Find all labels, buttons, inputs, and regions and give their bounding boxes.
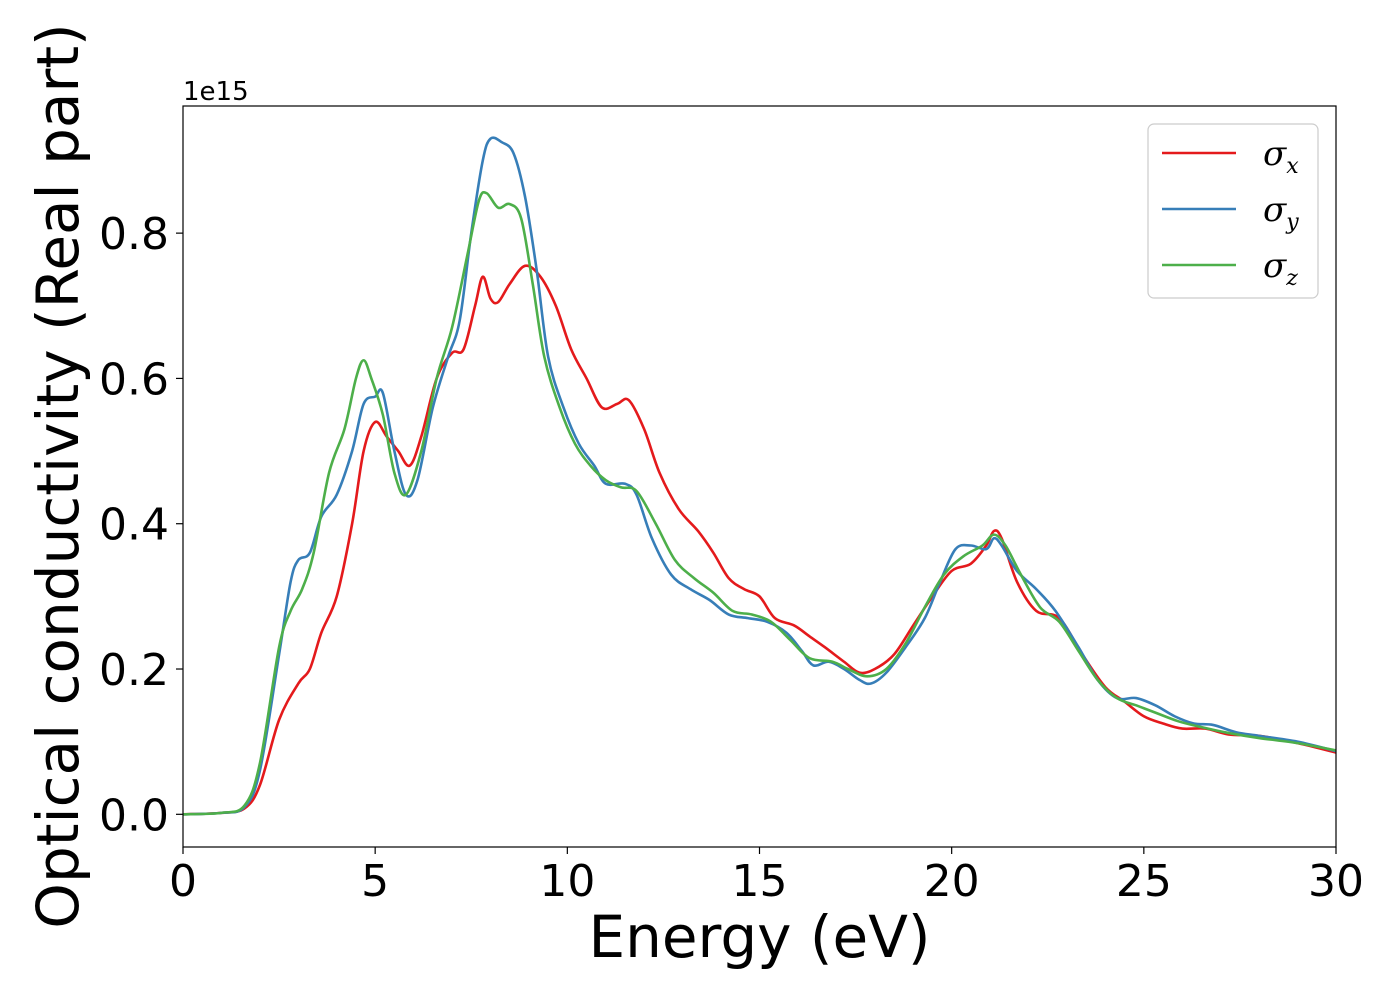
x-tick-label: 5 [361,856,389,907]
y-tick-label: 0.6 [99,354,169,405]
series-line-x [183,264,1336,816]
x-axis-ticks: 0 5 10 15 20 25 30 [169,847,1364,907]
series-line-z [183,190,1336,816]
y-tick-label: 0.0 [99,790,169,841]
y-tick-label: 0.2 [99,645,169,696]
y-offset-text: 1e15 [183,77,249,107]
y-axis-label: Optical conductivity (Real part) [24,23,92,928]
y-axis-ticks: 0.0 0.2 0.4 0.6 0.8 [99,209,183,841]
y-tick-label: 0.4 [99,500,169,551]
x-tick-label: 10 [539,856,595,907]
x-axis-label: Energy (eV) [588,903,930,971]
series-layer [183,136,1336,816]
x-tick-label: 30 [1308,856,1364,907]
y-tick-label: 0.8 [99,209,169,260]
x-tick-label: 25 [1116,856,1172,907]
series-line-y [183,136,1336,816]
legend-label-x: σx [1263,134,1299,179]
x-tick-label: 0 [169,856,197,907]
legend-box [1147,123,1319,299]
x-tick-label: 20 [924,856,980,907]
legend-label-y: σy [1263,190,1299,235]
x-tick-label: 15 [732,856,788,907]
